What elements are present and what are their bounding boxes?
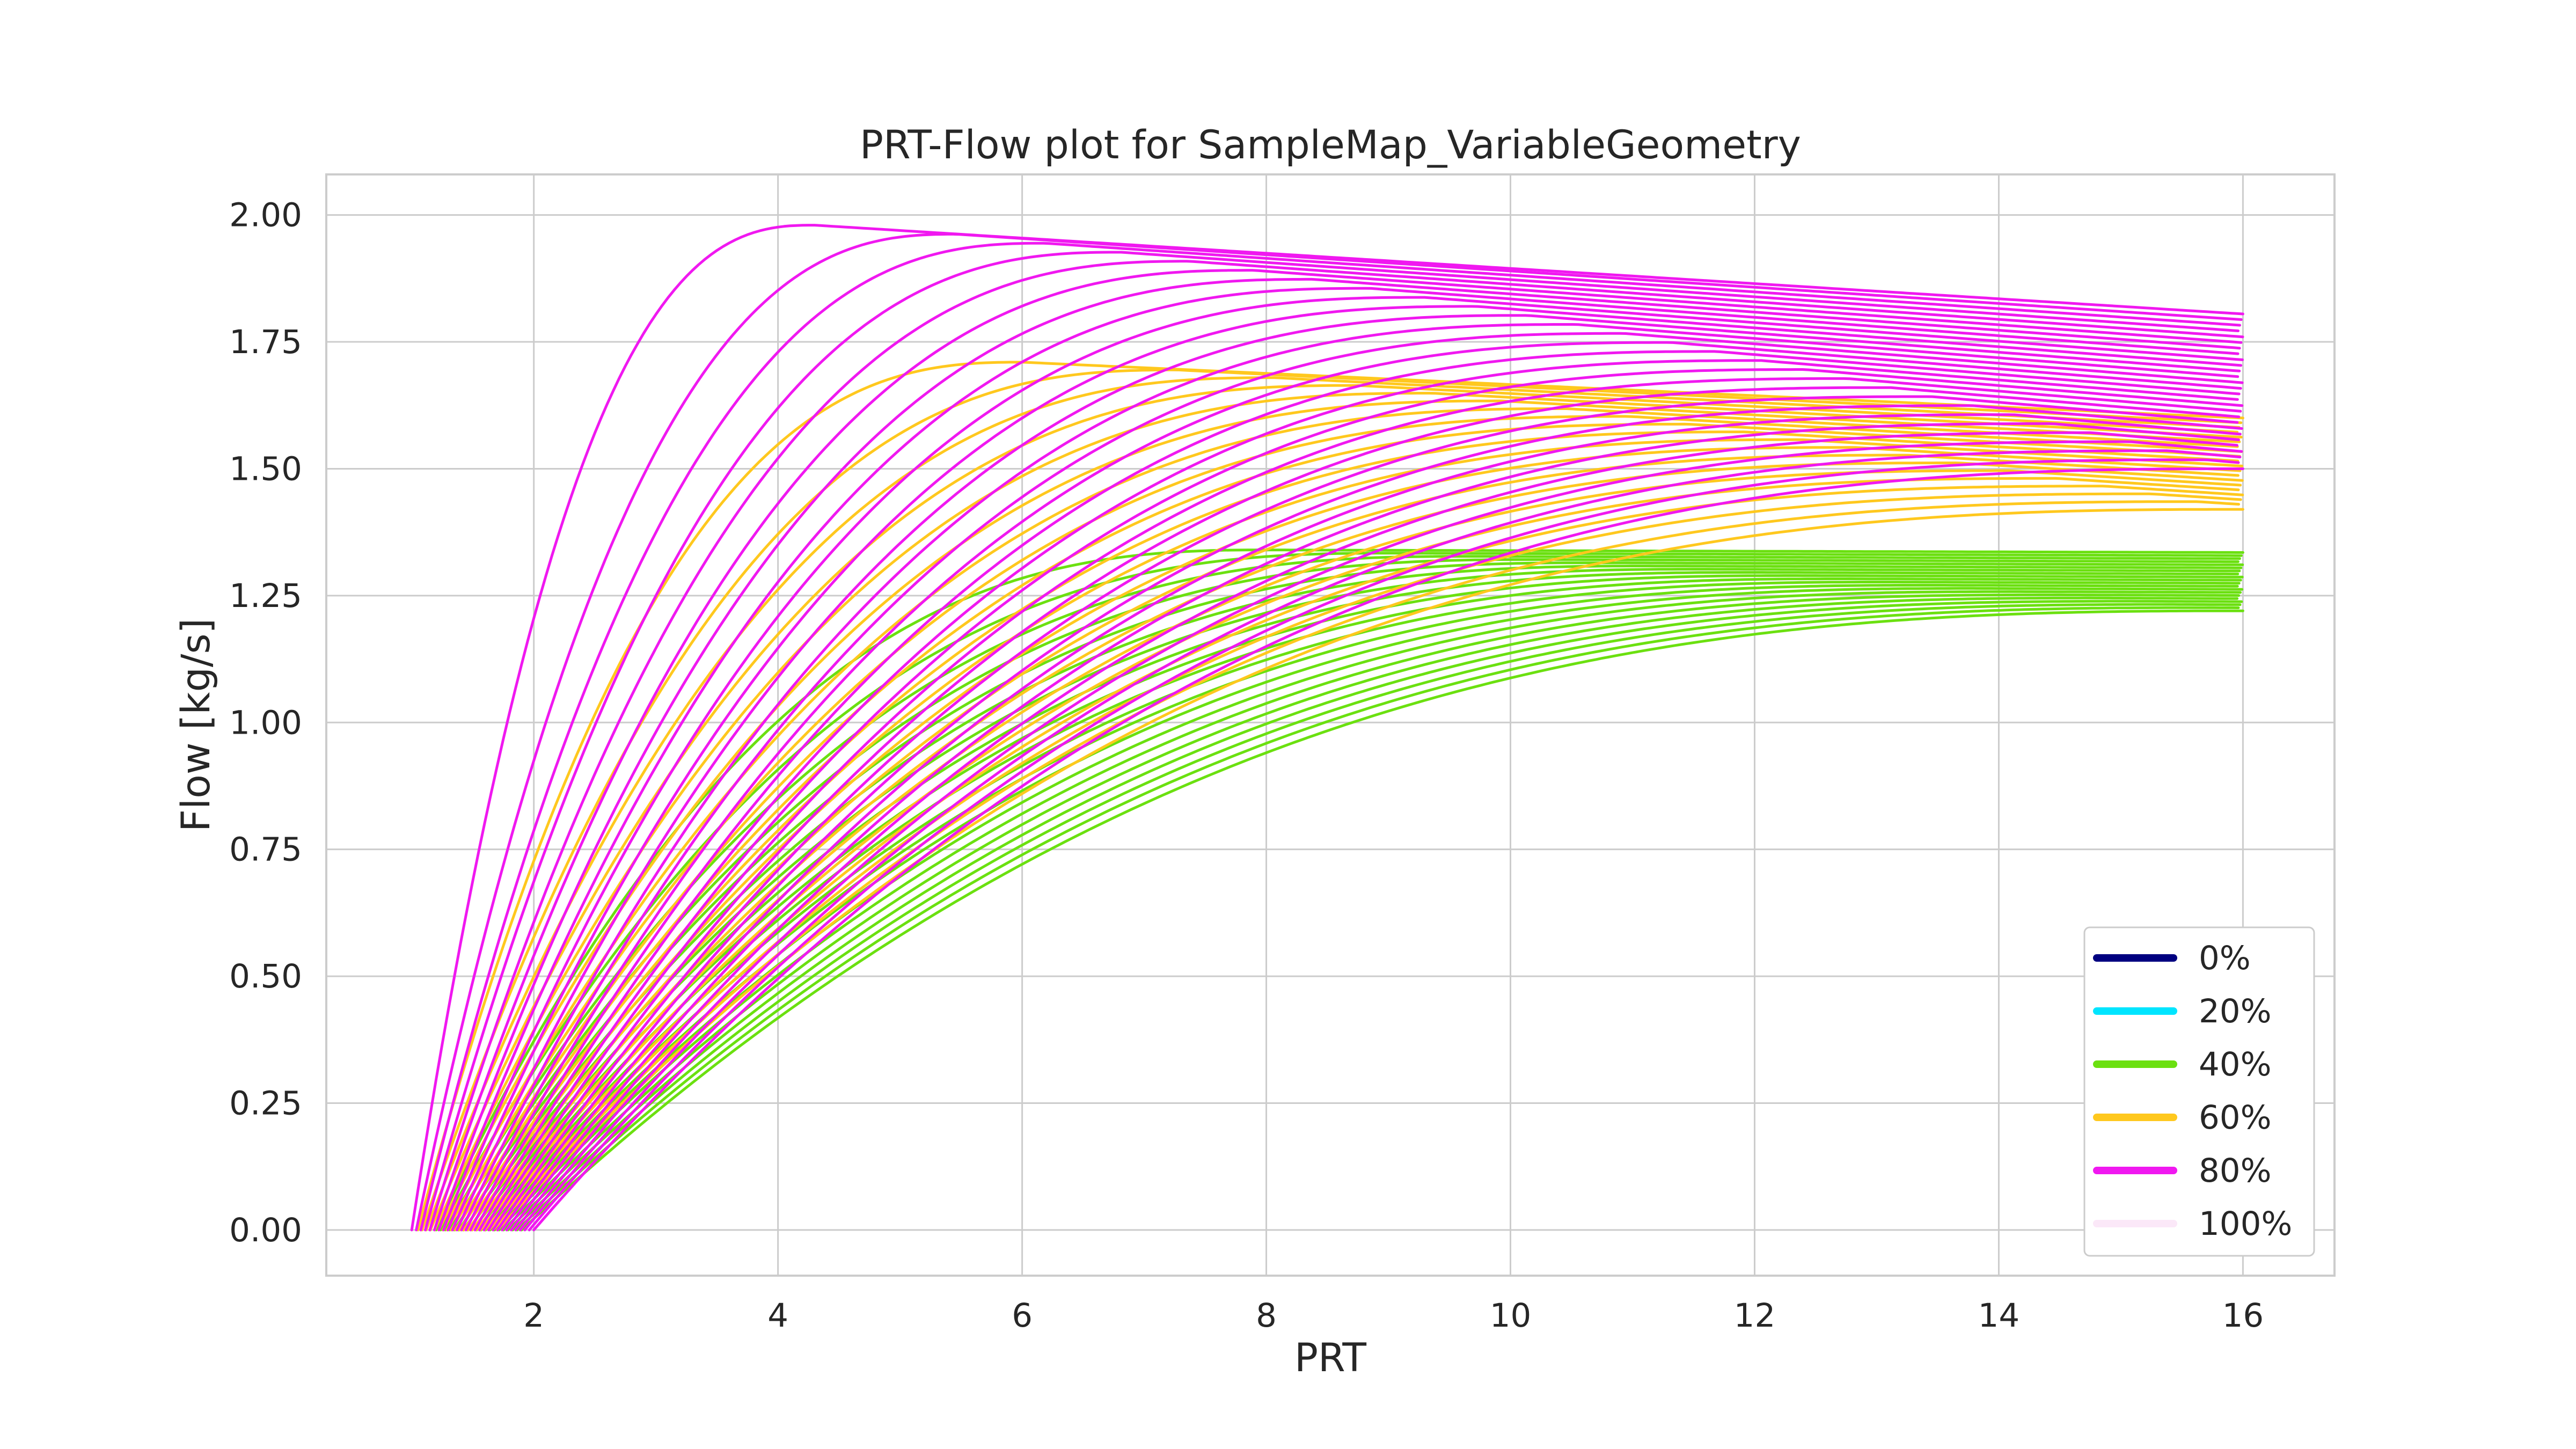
legend-label: 40% — [2199, 1045, 2272, 1084]
curve-80pct-6 — [433, 269, 2243, 1232]
y-tick-label: 1.00 — [229, 704, 302, 742]
curve-80pct-14 — [469, 341, 2242, 1232]
x-tick-label: 8 — [1256, 1297, 1277, 1335]
curve-80pct-16 — [478, 359, 2239, 1232]
curve-60pct-8 — [445, 415, 2243, 1232]
curve-80pct-3 — [419, 241, 2241, 1232]
curve-40pct-16 — [502, 596, 2239, 1232]
y-tick-label: 0.50 — [229, 957, 302, 996]
curve-80pct-15 — [473, 350, 2241, 1232]
curve-60pct-2 — [420, 368, 2243, 1232]
chart-title: PRT-Flow plot for SampleMap_VariableGeom… — [860, 122, 1801, 168]
curve-40pct-18 — [511, 603, 2242, 1232]
curve-80pct-5 — [428, 260, 2244, 1232]
curve-60pct-5 — [433, 392, 2243, 1232]
curve-40pct-6 — [457, 565, 2243, 1232]
x-tick-label: 14 — [1978, 1297, 2020, 1335]
legend-label: 80% — [2199, 1152, 2272, 1190]
curve-60pct-15 — [475, 469, 2242, 1232]
curve-60pct-13 — [466, 453, 2240, 1232]
curve-40pct-20 — [520, 609, 2244, 1232]
curve-80pct-2 — [415, 232, 2243, 1232]
curve-40pct-10 — [475, 577, 2242, 1232]
curve-80pct-19 — [492, 386, 2241, 1232]
curve-80pct-20 — [496, 395, 2239, 1232]
curve-40pct-15 — [497, 593, 2241, 1232]
curve-80pct-22 — [505, 413, 2242, 1232]
x-axis-ticks: 2 4 6 8 10 12 14 16 — [523, 1297, 2264, 1335]
y-tick-label: 1.75 — [229, 323, 302, 361]
x-axis-label: PRT — [1294, 1335, 1366, 1381]
x-tick-label: 16 — [2222, 1297, 2264, 1335]
legend-label: 20% — [2199, 992, 2272, 1030]
curve-80pct-27 — [528, 458, 2240, 1232]
curve-40pct-9 — [471, 574, 2244, 1232]
curve-60pct-14 — [471, 462, 2244, 1232]
curve-80pct-12 — [460, 323, 2240, 1232]
curve-40pct-17 — [507, 599, 2243, 1232]
curve-40pct-5 — [452, 561, 2244, 1232]
curve-80pct-10 — [451, 305, 2243, 1232]
curve-40pct-19 — [516, 606, 2240, 1232]
curve-80pct-23 — [510, 422, 2240, 1232]
curve-80pct-17 — [482, 368, 2244, 1232]
legend-label: 0% — [2199, 939, 2251, 977]
curve-80pct-1 — [410, 224, 2244, 1232]
x-tick-label: 6 — [1012, 1297, 1033, 1335]
y-tick-label: 0.00 — [229, 1211, 302, 1249]
y-tick-label: 2.00 — [229, 196, 302, 235]
curve-80pct-28 — [532, 467, 2244, 1232]
curve-80pct-4 — [424, 251, 2240, 1232]
x-tick-label: 12 — [1734, 1297, 1776, 1335]
plot-curves — [410, 224, 2244, 1232]
curve-60pct-9 — [450, 422, 2241, 1232]
y-tick-label: 1.50 — [229, 450, 302, 488]
plot-frame — [325, 173, 2336, 1277]
legend-label: 100% — [2199, 1205, 2292, 1243]
x-tick-label: 4 — [767, 1297, 788, 1335]
curve-80pct-7 — [437, 277, 2241, 1232]
y-tick-label: 0.25 — [229, 1084, 302, 1122]
curve-80pct-25 — [518, 440, 2243, 1232]
curve-60pct-12 — [462, 446, 2242, 1232]
legend-label: 60% — [2199, 1099, 2272, 1137]
curve-80pct-13 — [464, 332, 2244, 1232]
series-80pct — [410, 224, 2244, 1232]
y-tick-label: 1.25 — [229, 577, 302, 615]
curve-80pct-8 — [442, 287, 2240, 1232]
curve-80pct-24 — [514, 431, 2238, 1232]
curve-60pct-11 — [458, 438, 2244, 1232]
curve-80pct-26 — [523, 449, 2242, 1232]
curve-40pct-2 — [439, 552, 2243, 1232]
curve-80pct-9 — [447, 296, 2244, 1232]
legend: 0% 20% 40% 60% 80% 100% — [2083, 926, 2315, 1257]
curve-80pct-21 — [501, 404, 2243, 1232]
x-tick-label: 10 — [1490, 1297, 1532, 1335]
y-axis-ticks: 0.00 0.25 0.50 0.75 1.00 1.25 1.50 1.75 2.00 — [229, 196, 302, 1249]
curve-80pct-11 — [456, 314, 2241, 1232]
series-40pct — [435, 548, 2244, 1232]
y-tick-label: 0.75 — [229, 831, 302, 869]
y-axis-label: Flow [kg/s] — [173, 618, 219, 832]
curve-40pct-3 — [444, 555, 2241, 1232]
curve-80pct-18 — [487, 377, 2242, 1232]
x-tick-label: 2 — [523, 1297, 544, 1335]
